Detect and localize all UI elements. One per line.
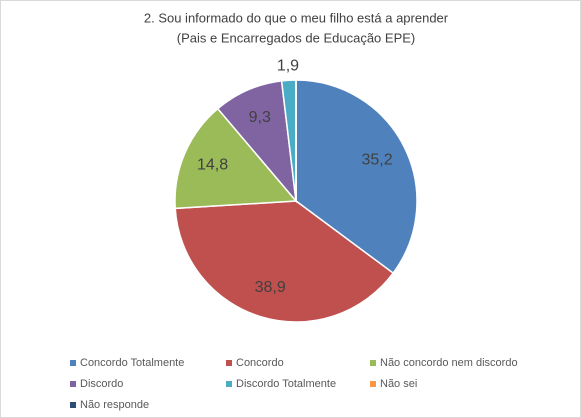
legend-swatch	[70, 381, 76, 387]
data-label: 38,9	[255, 279, 286, 296]
data-label: 35,2	[362, 151, 393, 168]
legend-label: Discordo	[80, 378, 123, 390]
pie-slice	[174, 107, 298, 210]
legend-swatch	[70, 360, 76, 366]
legend-label: Discordo Totalmente	[236, 378, 336, 390]
legend-label: Concordo Totalmente	[80, 357, 184, 369]
data-label: 1,9	[277, 57, 299, 74]
legend-label: Não sei	[380, 378, 417, 390]
legend-swatch	[370, 381, 376, 387]
data-label: 9,3	[249, 109, 271, 126]
chart-title: 2. Sou informado do que o meu filho está…	[144, 10, 449, 25]
pie-slice	[174, 200, 395, 323]
chart-subtitle: (Pais e Encarregados de Educação EPE)	[177, 30, 415, 45]
legend-swatch	[70, 402, 76, 408]
data-label: 14,8	[197, 157, 228, 174]
legend-label: Concordo	[236, 357, 284, 369]
legend-swatch	[226, 360, 232, 366]
legend-label: Não responde	[80, 399, 149, 411]
pie-slice	[295, 79, 418, 275]
legend-swatch	[226, 381, 232, 387]
legend-swatch	[370, 360, 376, 366]
legend-label: Não concordo nem discordo	[380, 357, 518, 369]
